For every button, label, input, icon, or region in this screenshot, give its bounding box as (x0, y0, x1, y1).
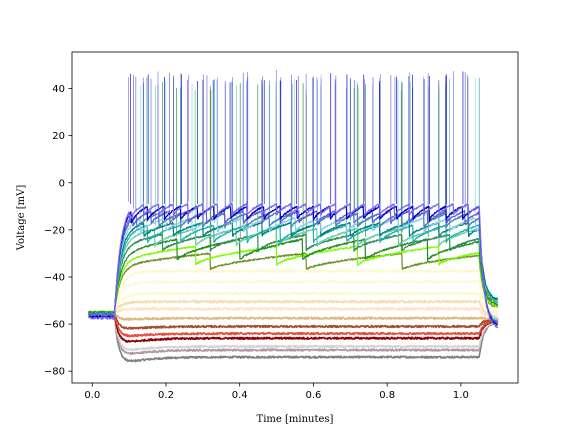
x-axis: 0.0 0.2 0.4 0.6 0.8 1.0 (84, 383, 469, 401)
series-line (88, 252, 498, 315)
series-line (88, 217, 499, 322)
series-line (87, 310, 499, 321)
series-line (87, 311, 499, 363)
y-tick-label: 20 (52, 131, 65, 142)
x-tick-label: 0.2 (158, 390, 174, 401)
y-axis: −80 −60 −40 −20 0 20 40 (44, 84, 72, 378)
x-tick-label: 0.0 (84, 390, 100, 401)
x-tick-label: 1.0 (453, 390, 469, 401)
series-line (88, 311, 499, 352)
series-line (87, 291, 499, 317)
series-line (87, 279, 499, 315)
y-axis-label: Voltage [mV] (16, 185, 27, 252)
y-tick-label: −80 (44, 367, 65, 378)
x-tick-label: 0.4 (232, 390, 248, 401)
series-line (88, 202, 499, 329)
plot-frame (71, 51, 519, 384)
series-line (88, 205, 498, 326)
x-tick-label: 0.8 (379, 390, 395, 401)
y-tick-label: −40 (44, 272, 65, 283)
y-tick-label: −20 (44, 225, 65, 236)
spike-group (128, 69, 469, 202)
series-line (88, 310, 499, 338)
series-line (88, 306, 499, 319)
y-tick-label: −60 (44, 320, 65, 331)
traces-group (87, 69, 499, 363)
series-line (88, 269, 499, 314)
series-line (87, 299, 499, 318)
series-line (87, 311, 499, 356)
x-axis-label: Time [minutes] (257, 414, 334, 425)
series-line (87, 311, 499, 343)
series-line (88, 310, 499, 330)
y-tick-label: 40 (52, 84, 65, 95)
x-tick-label: 0.6 (305, 390, 321, 401)
spike-group (133, 72, 466, 209)
series-line (88, 245, 499, 315)
series-line (88, 221, 498, 316)
y-tick-label: 0 (59, 178, 65, 189)
